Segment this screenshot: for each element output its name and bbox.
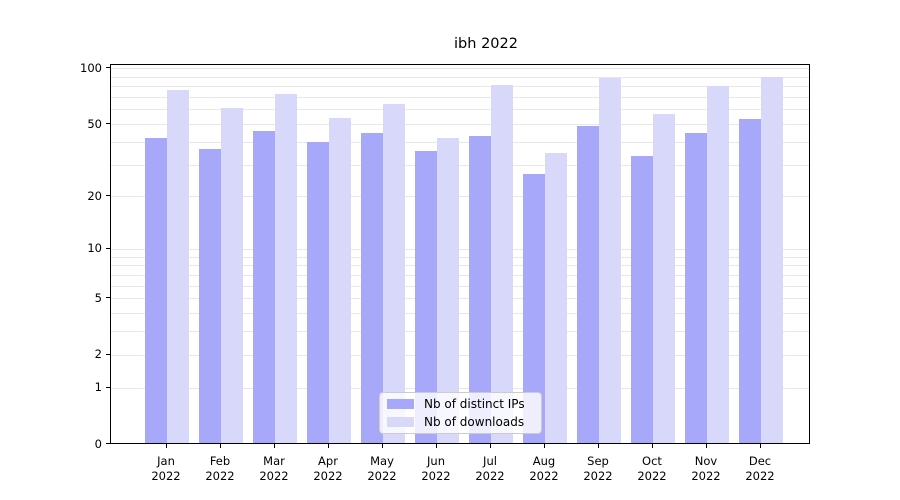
bar-distinct-ips [739,119,761,443]
x-tick-label: Oct 2022 [637,454,667,483]
x-tick-mark [598,443,599,448]
y-tick-mark [106,386,110,388]
gridline [111,86,809,88]
x-tick-label: Mar 2022 [259,454,289,483]
legend-item-distinct-ips: Nb of distinct IPs [380,397,541,412]
y-tick-label: 0 [94,436,102,451]
y-tick-label: 50 [87,116,102,131]
gridline [111,76,809,78]
x-tick-label: Nov 2022 [691,454,721,483]
x-tick-label: Apr 2022 [313,454,343,483]
x-tick-mark [436,443,437,448]
bar-downloads [653,113,675,443]
x-tick-label: Feb 2022 [205,454,235,483]
y-tick-mark [106,353,110,355]
y-tick-label: 2 [94,347,102,362]
chart-title: ibh 2022 [454,36,518,52]
bar-distinct-ips [307,142,329,443]
x-tick-label: Dec 2022 [745,454,775,483]
bar-downloads [491,84,513,443]
legend-label-downloads: Nb of downloads [424,415,525,429]
gridline [111,68,809,70]
gridline [111,354,809,356]
bar-distinct-ips [523,174,545,443]
x-tick-mark [382,443,383,448]
gridline [111,331,809,333]
legend-item-downloads: Nb of downloads [380,415,541,430]
gridline [111,164,809,166]
gridline [111,274,809,276]
x-tick-mark [220,443,221,448]
bar-downloads [383,104,405,443]
bar-distinct-ips [145,138,167,443]
bar-downloads [329,117,351,443]
x-tick-mark [274,443,275,448]
bar-distinct-ips [631,155,653,443]
x-tick-label: Jul 2022 [475,454,505,483]
x-tick-mark [706,443,707,448]
legend-label-distinct-ips: Nb of distinct IPs [424,397,525,411]
gridline [111,141,809,143]
x-tick-label: May 2022 [367,454,397,483]
bar-distinct-ips [199,148,221,443]
bar-downloads [599,78,621,443]
x-tick-mark [652,443,653,448]
x-tick-mark [544,443,545,448]
gridline [111,97,809,99]
y-tick-mark [106,67,110,69]
x-tick-label: Jun 2022 [421,454,451,483]
x-tick-mark [490,443,491,448]
x-tick-mark [328,443,329,448]
legend-swatch-downloads [387,417,414,427]
gridline [111,313,809,315]
y-tick-label: 1 [94,380,102,395]
gridline [111,124,809,126]
y-tick-mark [106,195,110,197]
gridline [111,387,809,389]
y-tick-mark [106,443,110,444]
x-tick-mark [166,443,167,448]
bar-downloads [275,94,297,443]
gridline [111,285,809,287]
bar-downloads [437,138,459,443]
bar-downloads [761,77,783,443]
gridline [111,265,809,267]
plot-area [110,64,810,444]
x-tick-label: Aug 2022 [529,454,559,483]
bar-downloads [707,85,729,443]
gridline [111,298,809,300]
y-tick-mark [106,123,110,125]
y-tick-label: 100 [80,60,102,75]
y-tick-mark [106,297,110,299]
bar-distinct-ips [469,136,491,443]
bar-downloads [221,107,243,443]
gridline [111,196,809,198]
bar-distinct-ips [361,132,383,443]
bar-distinct-ips [577,125,599,443]
bar-distinct-ips [415,150,437,443]
y-tick-label: 10 [87,241,102,256]
y-tick-label: 20 [87,188,102,203]
x-tick-label: Jan 2022 [151,454,181,483]
x-tick-label: Sep 2022 [583,454,613,483]
bar-distinct-ips [253,130,275,443]
bar-downloads [545,153,567,443]
bar-distinct-ips [685,132,707,443]
y-tick-label: 5 [94,290,102,305]
y-tick-mark [106,247,110,249]
legend-swatch-distinct-ips [387,399,414,409]
gridline [111,256,809,258]
bar-downloads [167,90,189,443]
gridline [111,248,809,250]
legend: Nb of distinct IPs Nb of downloads [379,392,542,434]
gridline [111,109,809,111]
x-tick-mark [760,443,761,448]
